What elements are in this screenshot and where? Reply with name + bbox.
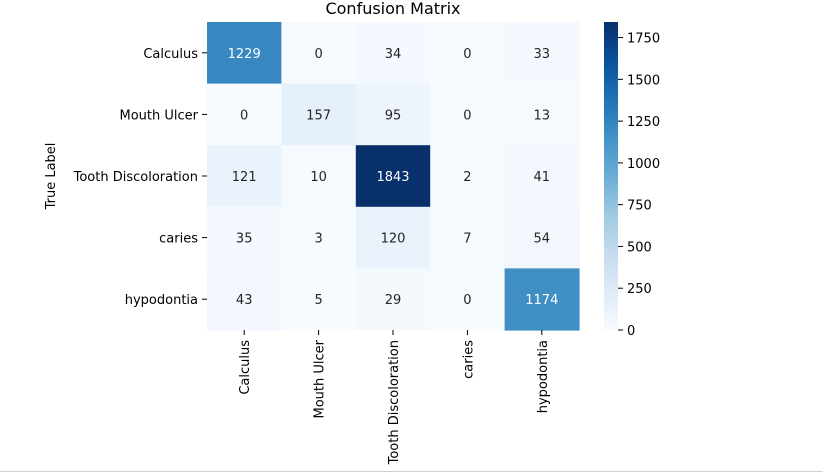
cell-value-label: 0 (463, 108, 471, 123)
heatmap-cell (207, 268, 282, 331)
cell-value-label: 7 (463, 232, 471, 247)
colorbar (604, 22, 618, 330)
cell-value-label: 95 (385, 108, 402, 123)
cell-value-label: 54 (534, 232, 551, 247)
cell-value-label: 43 (236, 293, 253, 308)
cell-value-label: 2 (463, 170, 471, 185)
row-tick-label: caries (159, 232, 198, 247)
cell-value-label: 1843 (376, 170, 409, 185)
heatmap-cell (504, 83, 580, 146)
row-tick-label: Tooth Discoloration (73, 170, 198, 185)
heatmap-cell (281, 145, 357, 208)
heatmap-cells (207, 22, 580, 331)
colorbar-tick-label: 0 (627, 324, 635, 339)
heatmap-cell (355, 22, 431, 85)
heatmap-cell (430, 22, 506, 85)
heatmap-cell (504, 145, 580, 208)
heatmap-cell (281, 268, 357, 331)
cell-value-label: 41 (534, 170, 551, 185)
bottom-divider (0, 471, 823, 472)
column-tick-label: Tooth Discoloration (387, 340, 402, 465)
heatmap-cell (281, 206, 357, 269)
column-tick-label: caries (461, 340, 476, 379)
heatmap-cell (281, 83, 357, 146)
colorbar-ticks: 0 250 500 750 1000 1250 1500 1750 (618, 32, 660, 339)
heatmap-cell (430, 83, 506, 146)
column-tick-label: Mouth Ulcer (313, 339, 328, 418)
row-tick-label: hypodontia (125, 293, 198, 308)
colorbar-tick-label: 1250 (627, 115, 660, 130)
cell-value-label: 121 (232, 170, 257, 185)
heatmap-cell (355, 145, 431, 208)
y-axis-label: True Label (44, 143, 59, 211)
cell-value-label: 35 (236, 232, 253, 247)
heatmap-cell (355, 268, 431, 331)
cell-value-label: 5 (314, 293, 322, 308)
heatmap-cell (281, 22, 357, 85)
heatmap-cell (207, 83, 282, 146)
colorbar-gradient (604, 22, 618, 330)
cell-value-label: 1229 (228, 47, 261, 62)
colorbar-tick-label: 750 (627, 199, 652, 214)
heatmap-cell (355, 83, 431, 146)
cell-value-label: 10 (310, 170, 327, 185)
column-tick-label: hypodontia (536, 340, 551, 413)
heatmap-cell (355, 206, 431, 269)
row-tick-label: Mouth Ulcer (120, 108, 199, 123)
heatmap-cell (207, 145, 282, 208)
heatmap-cell (430, 206, 506, 269)
row-tick-label: Calculus (143, 47, 198, 62)
cell-value-label: 33 (534, 47, 551, 62)
colorbar-tick-label: 500 (627, 240, 652, 255)
cell-value-label: 1174 (525, 293, 558, 308)
row-tick-labels: Calculus Mouth Ulcer Tooth Discoloration ca… (73, 47, 207, 308)
cell-value-label: 157 (306, 108, 331, 123)
column-tick-label: Calculus (238, 340, 253, 395)
cell-value-label: 0 (314, 47, 322, 62)
colorbar-tick-label: 1750 (627, 32, 660, 47)
cell-value-label: 0 (463, 47, 471, 62)
heatmap-cell (430, 145, 506, 208)
heatmap-cell (207, 22, 282, 85)
cell-value-label: 13 (534, 108, 551, 123)
cell-value-label: 120 (381, 232, 406, 247)
colorbar-tick-label: 1000 (627, 157, 660, 172)
heatmap-cell (207, 206, 282, 269)
column-tick-labels: Calculus Mouth Ulcer Tooth Discoloration ca… (238, 330, 551, 465)
heatmap-cell (430, 268, 506, 331)
colorbar-tick-label: 1500 (627, 73, 660, 88)
heatmap-cell (504, 22, 580, 85)
colorbar-tick-label: 250 (627, 282, 652, 297)
cell-value-label: 29 (385, 293, 402, 308)
cell-value-label: 3 (314, 232, 322, 247)
cell-value-label: 0 (463, 293, 471, 308)
cell-value-label: 34 (385, 47, 402, 62)
heatmap-cell (504, 206, 580, 269)
heatmap-cell (504, 268, 580, 331)
chart-title: Confusion Matrix (325, 0, 460, 18)
cell-value-label: 0 (240, 108, 248, 123)
